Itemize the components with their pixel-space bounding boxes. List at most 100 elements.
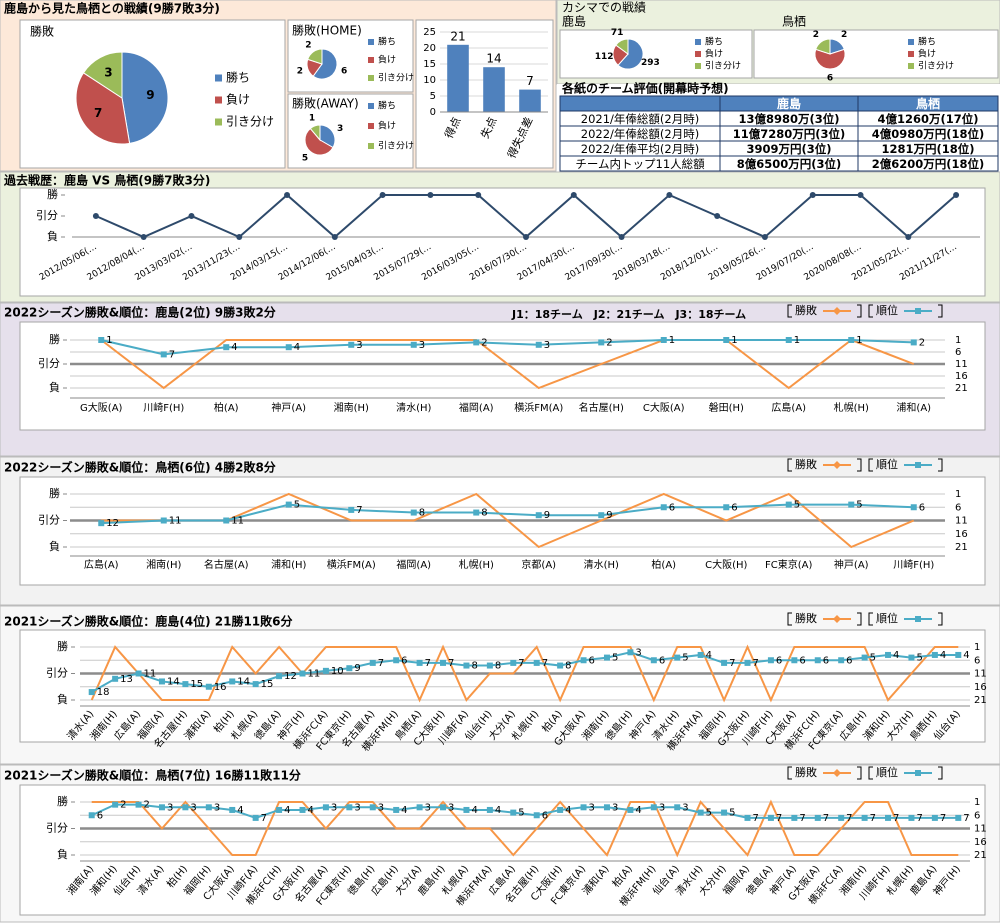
data-label: 6 [823,655,829,666]
x-tick-label: 横浜FM(A) [327,558,376,571]
legend-label: 順位 [876,457,898,471]
legend-marker [833,769,841,777]
y-tick-label: 引分 [36,208,58,222]
x-tick-label: 浦和(H) [271,558,306,571]
y-tick-label: 15 [423,59,436,70]
legend-bracket [787,458,792,472]
marker [721,659,728,666]
legend-bracket [787,612,792,626]
marker [160,351,167,358]
marker [598,512,605,519]
legend-swatch [368,103,374,109]
data-label: 7 [425,658,431,669]
data-label: 6 [919,502,925,513]
y-tick-label: 負 [57,848,68,861]
overview-title: 鹿島から見た鳥栖との戦績(9勝7敗3分) [4,1,220,16]
x-tick-label: C大阪(H) [705,558,747,571]
data-label: 4 [565,805,571,816]
marker [557,662,564,669]
data-label: 7 [846,813,852,824]
marker [140,234,147,240]
y2-tick-label: 16 [955,529,968,540]
legend-label: 勝ち [705,36,723,48]
marker [182,804,189,811]
marker [791,814,798,821]
slice-label: 2 [297,67,303,77]
marker [767,814,774,821]
marker [603,654,610,661]
marker [838,814,845,821]
bar-label: 7 [526,74,534,88]
series-line [101,339,914,356]
marker [393,806,400,813]
y-tick-label: 勝 [47,187,58,201]
marker [955,814,962,821]
x-tick-label: 札幌(H) [459,558,494,571]
x-tick-label: 柏(A) [214,401,239,414]
x-tick-label: 広島(A) [771,401,806,414]
data-label: 4 [231,342,237,353]
y2-tick-label: 6 [955,502,961,513]
data-label: 7 [169,349,175,360]
marker [848,501,855,508]
frame [559,29,753,79]
cell-text: 3909万円(3位) [746,142,831,156]
series-line [100,338,915,390]
pie-title: 勝敗(HOME) [292,23,362,38]
marker [697,809,704,816]
marker [284,192,291,198]
legend-label: 負け [378,54,396,66]
data-label: 5 [870,653,876,664]
legend-marker [833,615,841,623]
data-label: 7 [542,658,548,669]
slice-label: 5 [302,153,308,163]
marker [322,667,329,674]
slice-label: 9 [146,88,154,102]
data-label: 14 [237,676,250,687]
data-label: 3 [419,340,425,351]
marker [182,681,189,688]
data-label: 6 [97,810,103,821]
legend-swatch [215,96,222,104]
marker [535,512,542,519]
data-label: 7 [729,658,735,669]
slice-label: 71 [611,28,624,38]
legend-label: 順位 [876,611,898,625]
data-label: 2 [144,800,150,811]
x-tick-label: 札幌(H) [834,401,869,414]
data-label: 7 [448,658,454,669]
annotation: J1：18チーム J2：21チーム J3：18チーム [511,308,746,321]
x-tick-label: G大阪(A) [80,401,122,414]
data-label: 18 [97,687,110,698]
marker [848,337,855,343]
y-tick-label: 0 [430,107,436,118]
legend-label: 勝敗 [795,611,817,625]
marker [473,339,480,346]
data-label: 5 [294,500,300,511]
data-label: 3 [612,802,618,813]
legend-marker [833,461,841,469]
legend-label: 勝敗 [795,765,817,779]
marker [223,344,230,351]
legend-label: 勝敗 [795,457,817,471]
pie-title: 鹿島 [562,14,586,29]
data-label: 4 [706,650,712,661]
marker [486,662,493,669]
marker [618,234,625,240]
marker [112,675,119,682]
marker [236,234,243,240]
marker [627,649,634,656]
x-tick-label: 神戸(A) [271,401,306,414]
y-tick-label: 5 [430,91,436,102]
data-label: 11 [231,516,244,527]
data-label: 7 [823,813,829,824]
data-label: 7 [916,813,922,824]
marker [557,806,564,813]
marker [229,678,236,685]
y2-tick-label: 6 [955,347,961,358]
data-label: 7 [893,813,899,824]
data-label: 4 [893,650,899,661]
pie-title: 鳥栖 [782,14,806,29]
legend-label: 引き分け [918,61,954,72]
